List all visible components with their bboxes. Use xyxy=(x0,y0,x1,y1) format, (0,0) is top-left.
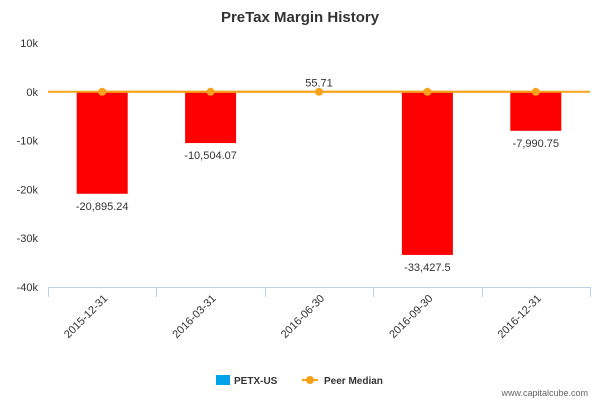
data-label: 55.71 xyxy=(305,78,333,90)
bars-group xyxy=(77,92,562,255)
data-label: -33,427.5 xyxy=(404,262,450,274)
data-label: -7,990.75 xyxy=(513,138,559,150)
bar-2016-09-30[interactable] xyxy=(402,92,453,255)
legend-swatch-petx xyxy=(216,375,230,385)
data-labels-group: -20,895.24 -10,504.07 55.71 -33,427.5 -7,990… xyxy=(76,78,559,274)
peer-median-point[interactable] xyxy=(532,88,540,96)
x-tick-label: 2016-06-30 xyxy=(279,293,327,341)
watermark: www.capitalcube.com xyxy=(500,388,588,398)
data-label: -20,895.24 xyxy=(76,201,129,213)
legend-marker-peer-median xyxy=(306,376,314,384)
x-tick-label: 2016-09-30 xyxy=(387,293,435,341)
y-tick-label: 0k xyxy=(26,87,38,99)
peer-median-point[interactable] xyxy=(207,88,215,96)
peer-median-point[interactable] xyxy=(423,88,431,96)
bar-2016-12-31[interactable] xyxy=(510,92,561,131)
bar-2015-12-31[interactable] xyxy=(77,92,128,194)
y-axis-ticks: 10k 0k -10k -20k -30k -40k xyxy=(17,38,39,294)
chart-title: PreTax Margin History xyxy=(221,9,380,26)
bar-2016-03-31[interactable] xyxy=(185,92,236,143)
y-tick-label: -40k xyxy=(17,282,39,294)
legend-label-petx: PETX-US xyxy=(234,376,278,387)
x-tick-label: 2015-12-31 xyxy=(62,293,110,341)
x-tick-label: 2016-12-31 xyxy=(496,293,544,341)
data-label: -10,504.07 xyxy=(184,150,237,162)
y-tick-label: -20k xyxy=(17,184,39,196)
y-tick-label: -30k xyxy=(17,233,39,245)
legend-label-peer-median: Peer Median xyxy=(324,376,383,387)
x-axis: 2015-12-31 2016-03-31 2016-06-30 2016-09-30… xyxy=(48,287,591,341)
legend: PETX-US Peer Median xyxy=(216,375,383,387)
x-tick-label: 2016-03-31 xyxy=(170,293,218,341)
y-tick-label: 10k xyxy=(20,38,38,50)
peer-median-point[interactable] xyxy=(98,88,106,96)
y-tick-label: -10k xyxy=(17,136,39,148)
